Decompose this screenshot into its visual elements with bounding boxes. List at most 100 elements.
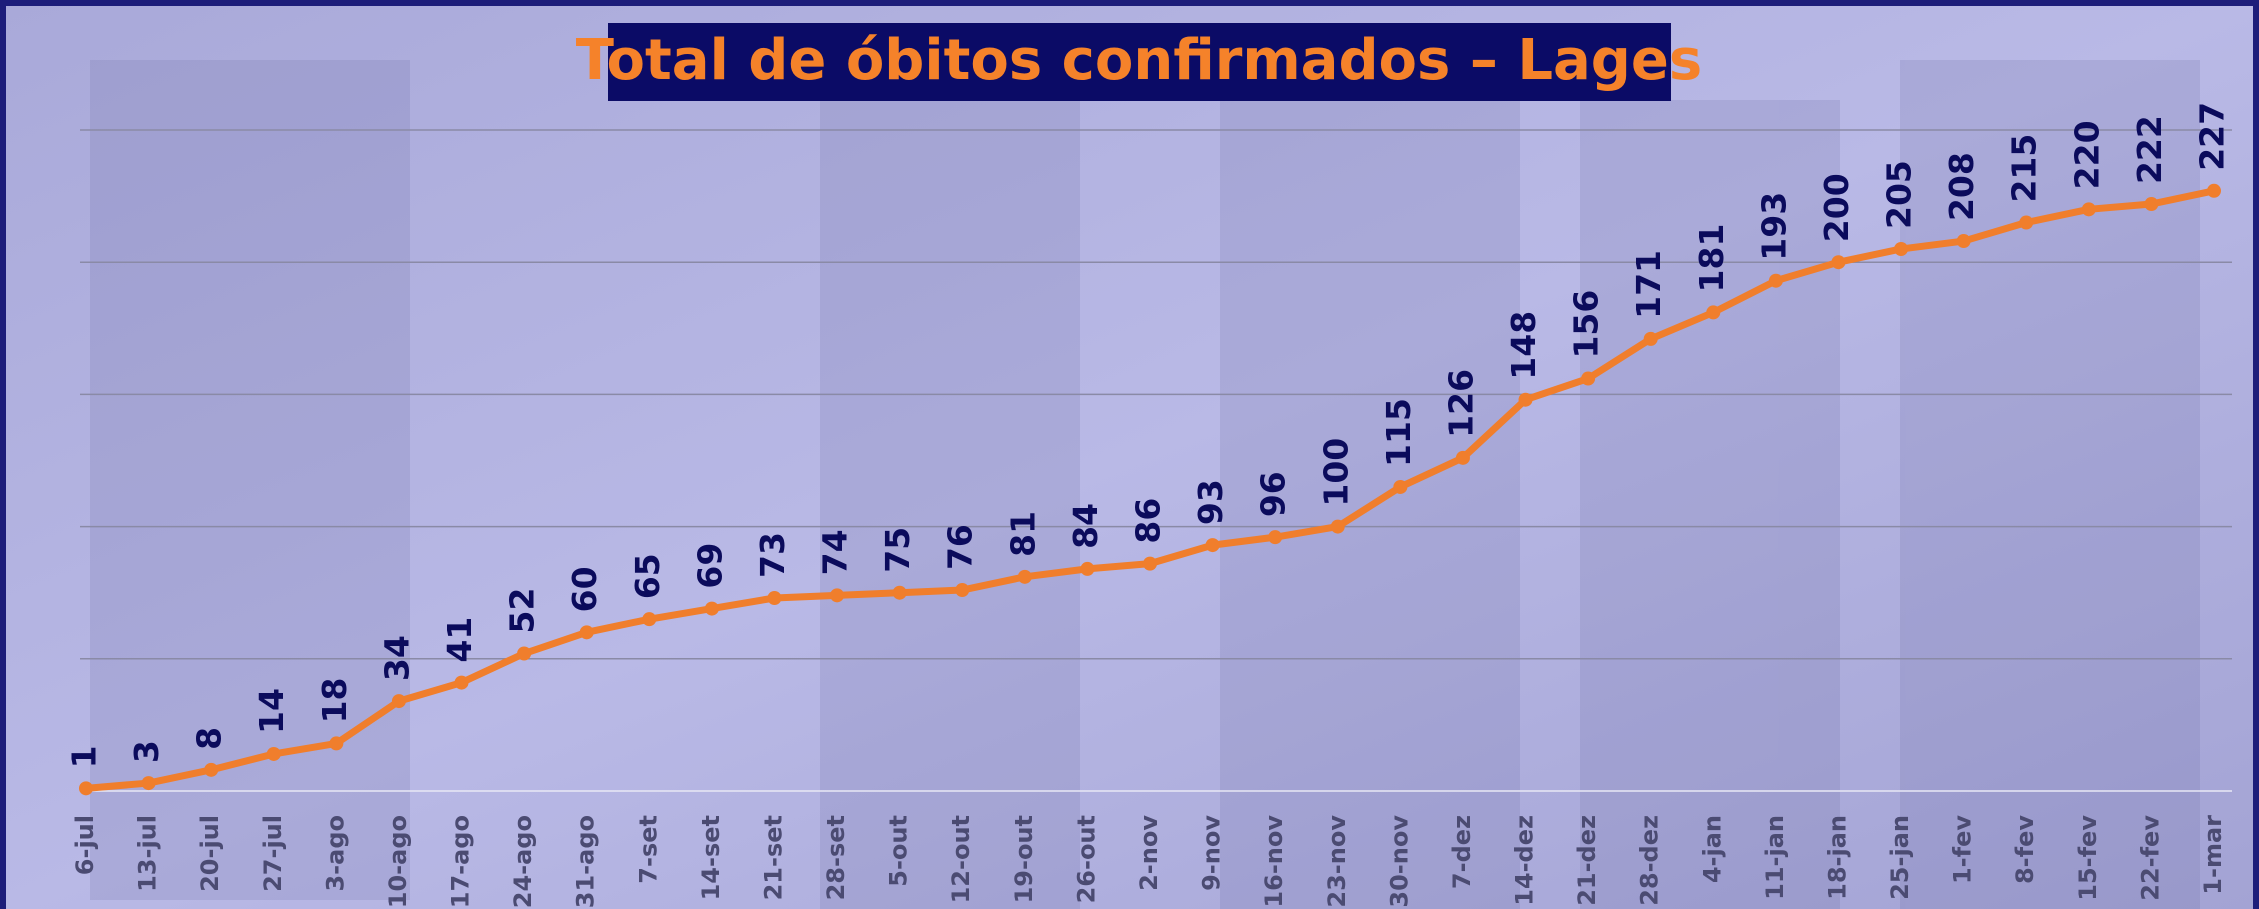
point	[2144, 197, 2158, 211]
point	[705, 602, 719, 616]
x-tick-label: 27-jul	[259, 815, 287, 892]
point	[1018, 570, 1032, 584]
data-label: 1	[65, 745, 104, 768]
point	[767, 591, 781, 605]
x-tick-label: 2-nov	[1135, 815, 1163, 891]
data-label: 18	[315, 677, 354, 723]
point	[1581, 372, 1595, 386]
x-tick-label: 17-ago	[447, 815, 475, 908]
x-tick-label: 13-jul	[134, 815, 162, 892]
x-tick-label: 22-fev	[2136, 815, 2164, 901]
data-label: 193	[1754, 192, 1793, 261]
data-label: 222	[2130, 115, 2169, 184]
data-label: 200	[1817, 173, 1856, 242]
data-label: 81	[1003, 511, 1042, 557]
x-tick-label: 28-dez	[1636, 815, 1664, 906]
x-tick-label: 30-nov	[1385, 815, 1413, 908]
data-label: 52	[503, 588, 542, 634]
data-label: 76	[941, 524, 980, 570]
point	[1957, 234, 1971, 248]
chart: Total de óbitos confirmados – Lages 6-ju…	[0, 0, 2259, 909]
x-tick-label: 14-dez	[1511, 815, 1539, 906]
point	[392, 694, 406, 708]
point	[142, 776, 156, 790]
data-label: 14	[252, 688, 291, 734]
data-label: 181	[1692, 224, 1731, 293]
x-tick-label: 23-nov	[1323, 815, 1351, 908]
data-label: 220	[2067, 120, 2106, 189]
point	[1644, 332, 1658, 346]
point	[1206, 538, 1220, 552]
data-label: 86	[1129, 498, 1168, 544]
point	[830, 588, 844, 602]
point	[1894, 242, 1908, 256]
point	[455, 676, 469, 690]
data-label: 215	[2005, 134, 2044, 203]
point	[1456, 451, 1470, 465]
data-label: 8	[190, 727, 229, 750]
x-tick-label: 21-dez	[1573, 815, 1601, 906]
x-tick-label: 3-ago	[321, 815, 349, 892]
point	[1706, 305, 1720, 319]
x-tick-label: 9-nov	[1198, 815, 1226, 891]
data-label: 205	[1880, 160, 1919, 229]
data-label: 227	[2193, 102, 2232, 171]
point	[517, 647, 531, 661]
data-label: 41	[440, 617, 479, 663]
x-tick-label: 21-set	[759, 815, 787, 900]
point	[2082, 202, 2096, 216]
point	[1080, 562, 1094, 576]
x-tick-label: 24-ago	[509, 815, 537, 908]
point	[955, 583, 969, 597]
data-label: 93	[1191, 479, 1230, 525]
x-tick-label: 11-jan	[1761, 815, 1789, 900]
point	[2207, 184, 2221, 198]
x-tick-label: 7-set	[634, 815, 662, 884]
x-tick-label: 1-mar	[2199, 815, 2227, 895]
x-tick-label: 7-dez	[1448, 815, 1476, 889]
point	[329, 736, 343, 750]
point	[2019, 216, 2033, 230]
x-tick-label: 8-fev	[2011, 815, 2039, 884]
data-label: 148	[1504, 311, 1543, 380]
point	[204, 763, 218, 777]
point	[580, 625, 594, 639]
point	[1331, 520, 1345, 534]
x-tick-label: 16-nov	[1260, 815, 1288, 908]
data-label: 65	[628, 553, 667, 599]
x-tick-label: 6-jul	[71, 815, 99, 875]
x-tick-label: 26-out	[1072, 815, 1100, 903]
chart-title: Total de óbitos confirmados – Lages	[576, 28, 1702, 93]
x-tick-label: 15-fev	[2074, 815, 2102, 901]
point	[893, 586, 907, 600]
x-tick-label: 4-jan	[1698, 815, 1726, 883]
data-label: 3	[127, 740, 166, 763]
data-label: 156	[1567, 290, 1606, 359]
point	[1519, 393, 1533, 407]
x-tick-label: 14-set	[697, 815, 725, 900]
point	[1268, 530, 1282, 544]
x-tick-label: 5-out	[885, 815, 913, 887]
point	[1831, 255, 1845, 269]
data-label: 96	[1254, 471, 1293, 517]
x-tick-label: 10-ago	[384, 815, 412, 908]
point	[267, 747, 281, 761]
x-tick-label: 18-jan	[1823, 815, 1851, 900]
data-label: 84	[1066, 503, 1105, 549]
data-label: 126	[1441, 369, 1480, 438]
data-label: 34	[377, 635, 416, 681]
point	[79, 781, 93, 795]
data-label: 208	[1942, 152, 1981, 221]
data-label: 75	[878, 527, 917, 573]
data-label: 69	[690, 543, 729, 589]
x-tick-label: 19-out	[1010, 815, 1038, 903]
point	[1769, 274, 1783, 288]
x-tick-label: 25-jan	[1886, 815, 1914, 900]
data-label: 60	[565, 566, 604, 612]
point	[1143, 557, 1157, 571]
x-tick-label: 31-ago	[572, 815, 600, 908]
data-label: 73	[753, 532, 792, 578]
data-label: 74	[816, 529, 855, 575]
data-label: 171	[1629, 250, 1668, 319]
data-label: 115	[1379, 398, 1418, 467]
